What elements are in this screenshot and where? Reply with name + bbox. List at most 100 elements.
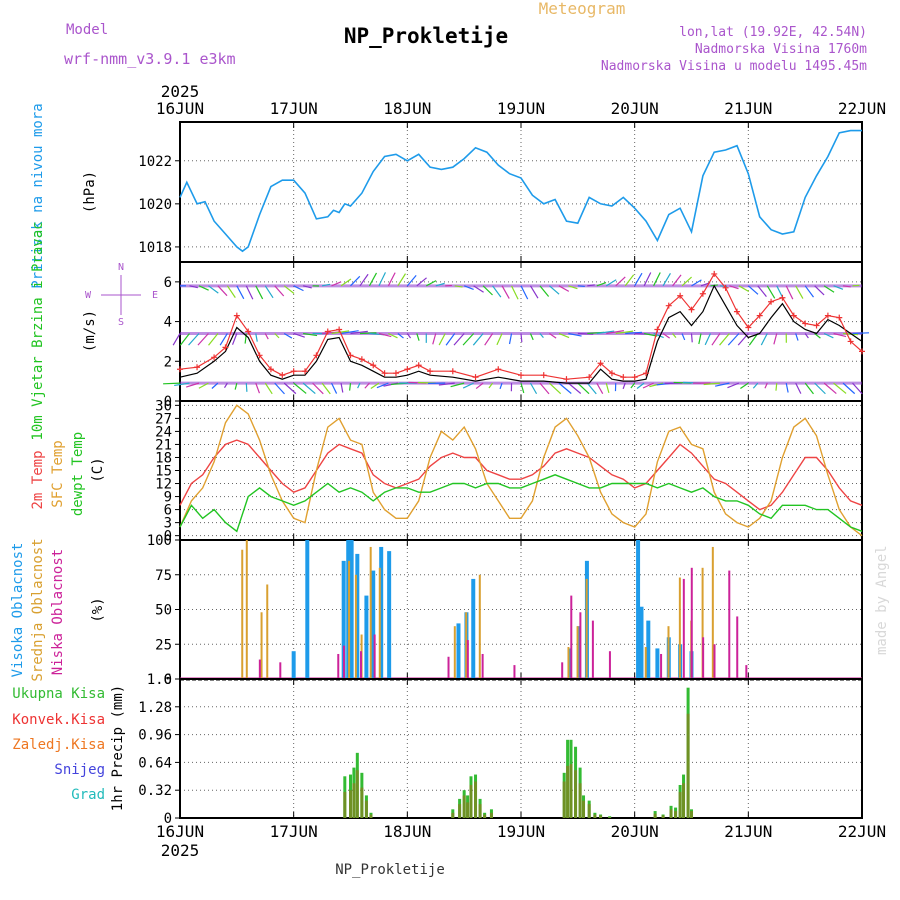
wind-gust-marker — [540, 372, 547, 379]
wind-barb — [814, 285, 825, 296]
wind-unit: (m/s) — [82, 310, 98, 352]
wind-barb — [163, 382, 181, 385]
wind-gust-marker — [404, 366, 411, 373]
wind-gust-marker — [336, 326, 343, 333]
cloud-mid-bar — [465, 612, 468, 679]
wind-barb — [529, 333, 534, 341]
time-tick-top: 21JUN — [724, 99, 772, 118]
wind-barb — [496, 333, 503, 346]
wind-gust-marker — [347, 352, 354, 359]
wind-gust-marker — [381, 370, 388, 377]
time-tick-bottom: 22JUN — [838, 822, 886, 841]
cloud-mid-bar — [260, 612, 263, 679]
wind-barb — [416, 333, 420, 341]
wind-barb — [359, 273, 369, 287]
wind-barb — [567, 382, 582, 394]
precip-conv-bar — [599, 815, 603, 818]
wind-gust-marker — [290, 368, 297, 375]
wind-barb — [435, 282, 445, 287]
wind-barb — [350, 275, 361, 287]
wind-barb — [748, 333, 759, 346]
wind-barb — [690, 333, 693, 343]
hail-title: Grad — [71, 787, 105, 803]
wind-barb — [586, 382, 597, 395]
cloud-high-bar — [567, 648, 572, 679]
y-tick-label: 15 — [155, 464, 172, 480]
wind-barb — [804, 285, 814, 298]
precip-conv-bar — [562, 781, 566, 818]
wind-barb — [488, 382, 494, 389]
precip-conv-bar — [466, 802, 470, 818]
wind-barb — [711, 333, 721, 346]
cloud-low-bar — [279, 662, 282, 679]
wind-gust-marker — [733, 308, 740, 315]
wind-barb — [283, 285, 295, 294]
wind-barb — [255, 285, 264, 300]
wind-gust-marker — [608, 370, 615, 377]
cloud-high-bar — [364, 595, 369, 679]
wind-barb — [568, 285, 578, 290]
wind-barb — [804, 333, 809, 339]
wind-gust-marker — [802, 320, 809, 327]
precip-conv-bar — [582, 800, 586, 818]
wind-barb — [704, 333, 711, 346]
wind-gust-marker — [495, 366, 502, 373]
wind-barb — [833, 285, 844, 290]
wind-barb — [416, 277, 427, 287]
model-name: wrf-nmm_v3.9.1 e3km — [64, 50, 236, 68]
wind-barb — [475, 382, 484, 390]
wind-barb — [587, 284, 595, 287]
wind-barb — [445, 333, 456, 346]
cloud-mid-bar — [667, 626, 670, 679]
wind-barb — [691, 279, 702, 287]
wind-barb — [760, 333, 768, 346]
wind-barb — [378, 272, 386, 287]
wind-barb — [450, 382, 465, 388]
wind-barb — [438, 333, 446, 346]
cloud-high-bar — [349, 540, 354, 679]
wind-title-1: 10m Vjetar Brzina i Pravac — [30, 221, 46, 440]
year-label-top: 2025 — [161, 82, 200, 101]
wind-barb — [785, 383, 789, 393]
wind-barb — [501, 285, 510, 299]
y-tick-label: 1020 — [138, 197, 172, 213]
wind-barb — [558, 332, 570, 339]
wind-barb — [264, 333, 269, 340]
wind-barb — [302, 285, 312, 289]
wind-barb — [653, 332, 664, 339]
wind-gust-marker — [620, 374, 627, 381]
wind-barb — [197, 333, 209, 346]
cloud-high-bar — [646, 620, 651, 679]
cloud-high-title: Visoka Oblacnost — [10, 543, 26, 678]
wind-barb — [539, 382, 550, 395]
y-tick-label: 100 — [147, 533, 172, 549]
wind-gust-marker — [722, 284, 729, 291]
cloud-low-bar — [660, 653, 663, 679]
cloud-low-bar — [728, 570, 731, 679]
y-tick-label: 4 — [164, 315, 172, 331]
precip-conv-bar — [458, 804, 462, 818]
wind-barb — [642, 382, 654, 389]
wind-gust-marker — [665, 302, 672, 309]
cloud-mid-bar — [354, 574, 357, 679]
wind-barb — [473, 285, 484, 293]
wind-barb — [387, 272, 396, 287]
cloud-high-bar — [387, 551, 392, 679]
wind-barb — [340, 330, 359, 335]
precip-conv-bar — [587, 804, 591, 818]
wind-barb — [634, 272, 643, 287]
wind-barb — [349, 383, 352, 391]
wind-barb — [698, 333, 702, 345]
cloud-mid-bar — [369, 546, 372, 679]
time-tick-top: 20JUN — [611, 99, 659, 118]
wind-barb — [234, 382, 238, 390]
cloud-mid-bar — [478, 574, 481, 679]
cloud-high-bar — [355, 553, 360, 679]
wind-gust-marker — [415, 362, 422, 369]
wind-gust-marker — [813, 322, 820, 329]
wind-barb — [438, 382, 455, 386]
y-tick-label: 6 — [164, 275, 172, 291]
wind-barb — [274, 333, 280, 339]
wind-barb — [174, 382, 190, 387]
wind-barb — [350, 330, 368, 335]
